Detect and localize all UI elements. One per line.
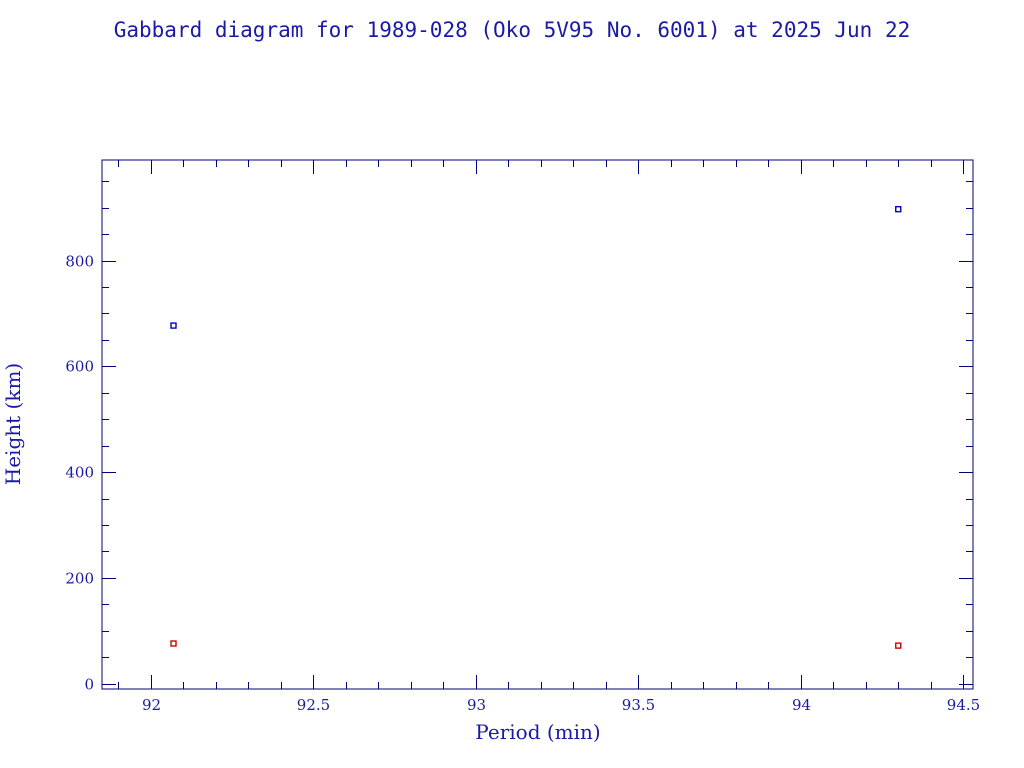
- y-tick-label: 0: [84, 676, 94, 694]
- x-tick-label: 94.5: [947, 696, 980, 714]
- data-point-series-2: [170, 640, 177, 647]
- y-tick-label: 400: [65, 464, 94, 482]
- plot-frame: [101, 159, 974, 690]
- x-axis-label: Period (min): [475, 720, 600, 744]
- data-point-series-1: [895, 205, 902, 213]
- data-points: [170, 205, 902, 649]
- x-tick-label: 92: [142, 696, 161, 714]
- chart-title: Gabbard diagram for 1989-028 (Oko 5V95 N…: [114, 18, 911, 42]
- y-tick-label: 200: [65, 570, 94, 588]
- x-tick-label: 92.5: [297, 696, 330, 714]
- x-tick-label: 94: [792, 696, 811, 714]
- y-axis-label: Height (km): [1, 363, 25, 485]
- y-tick-label: 600: [65, 358, 94, 376]
- x-tick-label: 93: [467, 696, 486, 714]
- axes: 92 92.5 93 93.5 94 94.5 0 200 400 600 800: [65, 159, 980, 714]
- x-tick-label: 93.5: [622, 696, 655, 714]
- y-tick-label: 800: [65, 253, 94, 271]
- data-point-series-1: [170, 322, 177, 329]
- data-point-series-2: [895, 642, 902, 649]
